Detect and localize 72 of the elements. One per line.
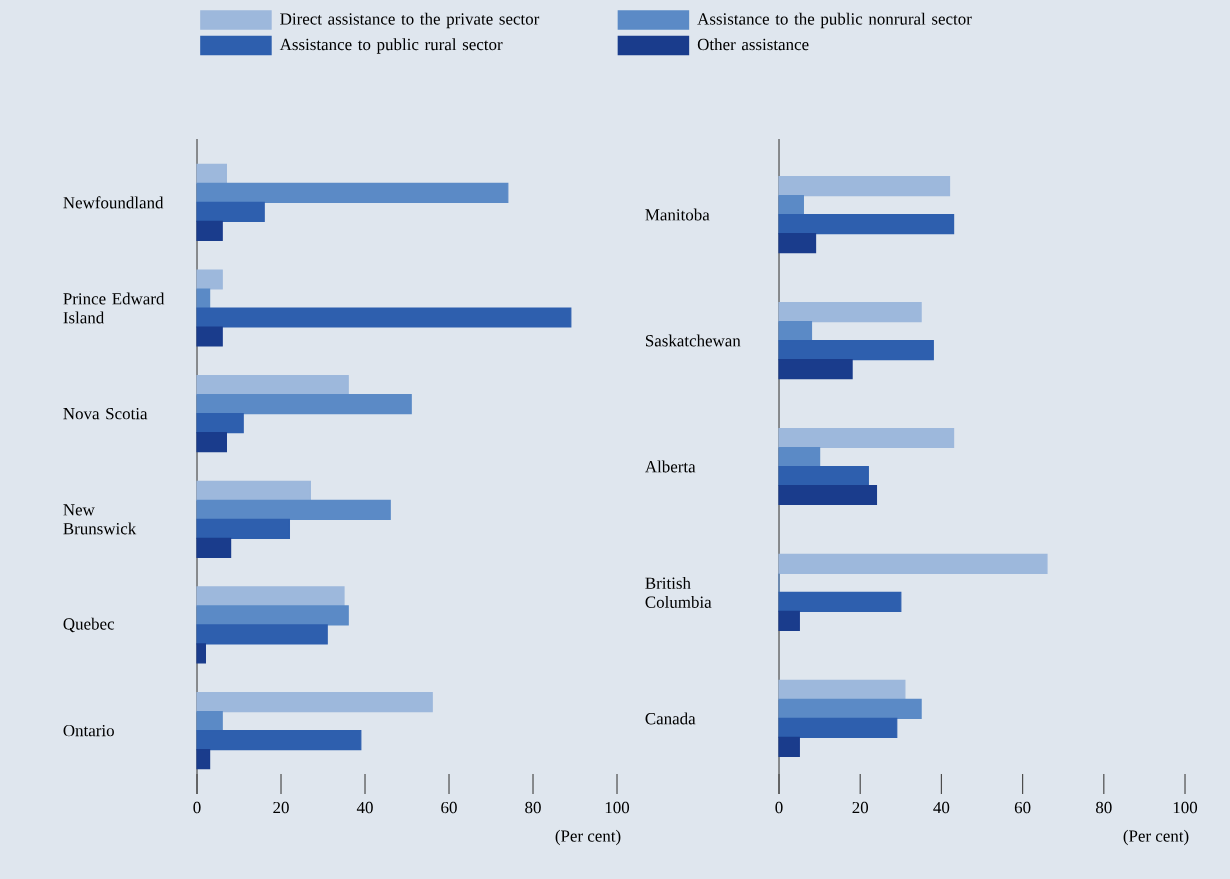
bar: [778, 553, 1048, 575]
bar: [778, 591, 902, 613]
x-tick-label: 60: [441, 801, 457, 814]
bar: [196, 586, 345, 607]
bar: [196, 307, 572, 328]
bar: [778, 427, 955, 449]
x-tick-label: 60: [1014, 801, 1031, 814]
bar: [196, 413, 244, 434]
x-tick-label: 100: [1173, 801, 1198, 814]
y-tick-label: Alberta: [645, 460, 696, 473]
x-tick-label: 20: [273, 801, 289, 814]
x-tick-label: 40: [933, 801, 950, 814]
bar: [778, 679, 906, 701]
bar: [196, 605, 349, 626]
y-tick-label: Prince Edward Island: [63, 292, 165, 324]
y-tick-label: Manitoba: [645, 208, 710, 221]
bar: [196, 326, 223, 347]
bar: [778, 339, 934, 361]
x-tick-label: 0: [775, 801, 783, 814]
legend-label: Assistance to the public nonrural sector: [697, 12, 972, 29]
bar: [196, 288, 211, 309]
bar: [778, 358, 853, 380]
bar: [196, 749, 211, 770]
bar: [196, 375, 349, 396]
bar: [196, 711, 223, 732]
bar: [778, 698, 922, 720]
bar: [196, 480, 312, 501]
bar: [196, 201, 265, 222]
x-tick-label: 80: [1095, 801, 1112, 814]
bar: [196, 163, 228, 184]
y-tick-label: Saskatchewan: [646, 334, 741, 347]
bar: [778, 175, 951, 197]
bar: [196, 394, 412, 415]
legend-label: Other assistance: [697, 38, 809, 51]
bar: [196, 692, 433, 713]
y-tick-label: Ontario: [63, 724, 114, 737]
bar: [778, 610, 800, 632]
bar: [196, 182, 509, 203]
bar: [196, 537, 232, 558]
x-tick-label: 40: [356, 801, 373, 814]
bar: [778, 232, 817, 254]
bar: [196, 643, 207, 664]
bar: [196, 220, 223, 241]
x-tick-label: 20: [852, 801, 869, 814]
bar: [196, 730, 362, 751]
x-axis-title: (Per cent): [1123, 829, 1189, 846]
bar: [778, 194, 804, 216]
bar: [778, 446, 821, 468]
bar: [778, 320, 813, 342]
bar: [196, 518, 291, 539]
bar: [196, 269, 223, 290]
y-tick-label: Nova Scotia: [63, 407, 148, 420]
x-tick-label: 0: [193, 801, 201, 814]
bar: [196, 499, 391, 520]
legend-label: Assistance to public rural sector: [279, 38, 503, 54]
bar: [778, 213, 955, 235]
bar: [778, 736, 800, 758]
bar: [778, 484, 878, 506]
y-tick-label: Quebec: [63, 617, 115, 633]
bar: [196, 432, 228, 453]
x-axis-title: (Per cent): [555, 829, 621, 846]
legend-label: Direct assistance to the private sector: [280, 12, 540, 29]
y-tick-label: New Brunswick: [63, 504, 137, 535]
y-tick-label: Newfoundland: [63, 196, 164, 209]
y-tick-label: British Columbia: [645, 577, 712, 608]
bar: [778, 717, 898, 739]
bar: [196, 624, 328, 645]
x-tick-label: 100: [605, 801, 630, 814]
bar: [778, 301, 922, 323]
y-tick-label: Canada: [645, 712, 696, 725]
x-tick-label: 80: [525, 801, 541, 814]
bar: [778, 465, 869, 487]
